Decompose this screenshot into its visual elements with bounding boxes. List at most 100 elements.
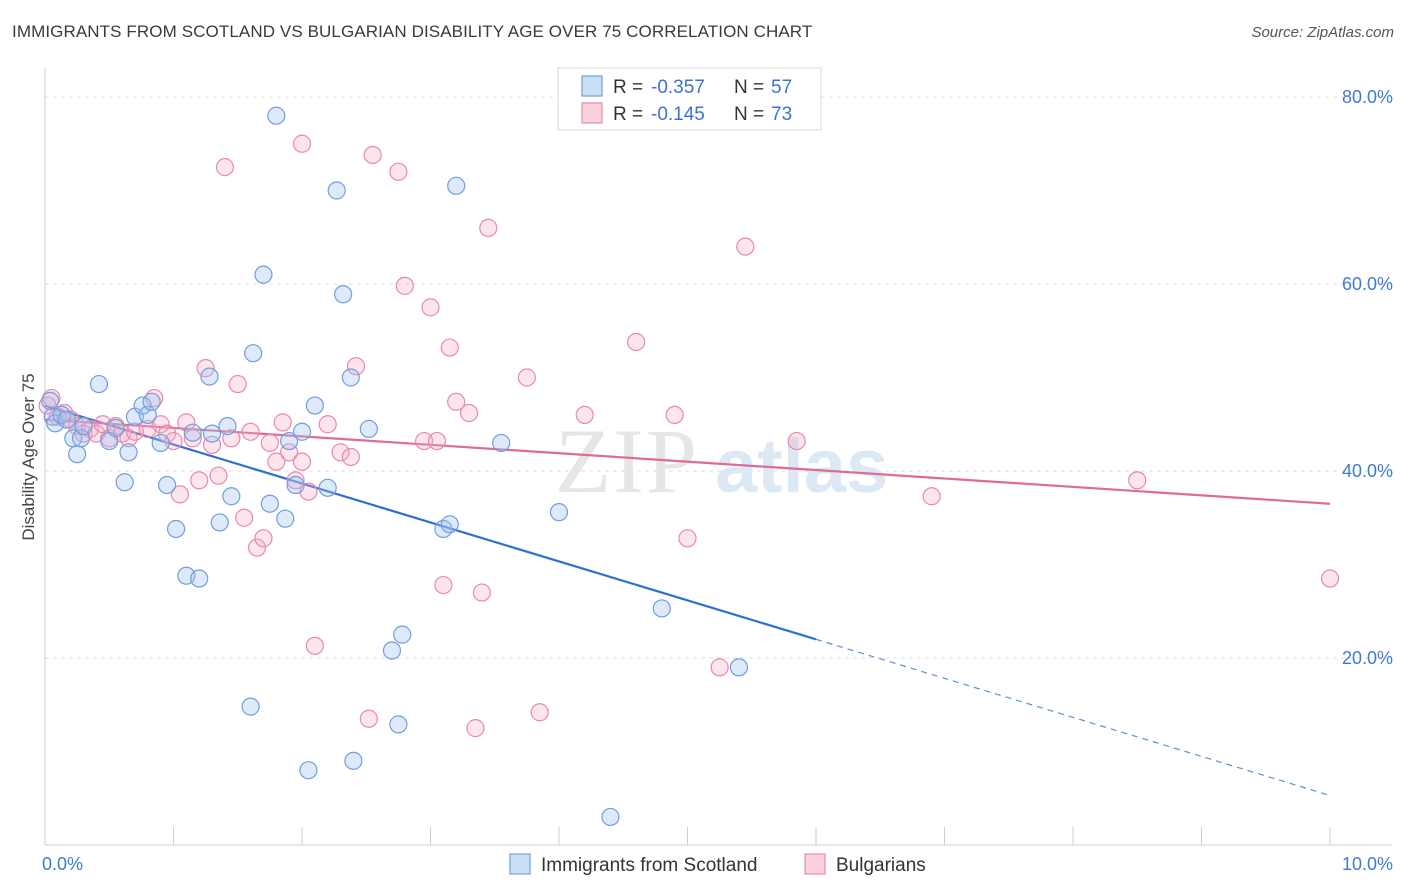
point-bulgarians-62 <box>575 405 594 424</box>
point-bulgarians-47 <box>363 145 382 165</box>
point-bulgarians-71 <box>1320 569 1340 588</box>
point-scotland-48 <box>440 515 459 534</box>
point-bulgarians-67 <box>736 237 755 256</box>
point-bulgarians-58 <box>472 583 491 602</box>
point-scotland-13 <box>133 396 152 415</box>
point-bulgarians-34 <box>267 452 286 471</box>
point-bulgarians-21 <box>183 429 202 448</box>
point-scotland-42 <box>344 751 363 770</box>
point-bulgarians-38 <box>292 452 312 471</box>
point-scotland-16 <box>151 433 170 453</box>
point-bulgarians-70 <box>1128 471 1147 490</box>
point-bulgarians-32 <box>254 529 273 548</box>
data-points <box>38 106 1340 827</box>
point-scotland-30 <box>260 494 279 513</box>
chart-title: IMMIGRANTS FROM SCOTLAND VS BULGARIAN DI… <box>12 22 813 41</box>
point-scotland-49 <box>447 176 466 195</box>
point-scotland-7 <box>89 374 109 394</box>
legend-n-value-scotland: 57 <box>771 77 792 98</box>
point-scotland-45 <box>389 715 408 734</box>
point-bulgarians-57 <box>466 719 485 738</box>
point-bulgarians-69 <box>922 487 941 506</box>
point-bulgarians-43 <box>331 443 350 462</box>
point-scotland-51 <box>549 503 569 522</box>
point-bulgarians-46 <box>359 709 378 728</box>
point-scotland-55 <box>41 391 60 410</box>
legend-r-value-scotland: -0.357 <box>651 77 705 98</box>
bottom-legend-swatch-bulgarians <box>804 853 826 875</box>
point-scotland-18 <box>166 519 186 539</box>
trend-line-scotland-extension <box>815 638 1331 797</box>
point-bulgarians-45 <box>346 357 366 376</box>
point-scotland-43 <box>359 419 378 439</box>
point-scotland-41 <box>341 368 360 387</box>
point-bulgarians-68 <box>787 431 806 451</box>
trend-line-scotland <box>44 404 817 641</box>
point-bulgarians-59 <box>479 218 498 237</box>
legend-r-label-scotland: R = <box>613 77 643 98</box>
point-scotland-5 <box>68 445 87 464</box>
point-bulgarians-49 <box>395 276 414 295</box>
point-scotland-38 <box>318 478 337 497</box>
point-bulgarians-25 <box>209 466 228 485</box>
point-scotland-21 <box>190 569 209 588</box>
point-scotland-37 <box>305 396 324 415</box>
point-scotland-20 <box>183 423 202 442</box>
point-scotland-26 <box>222 487 241 506</box>
point-scotland-3 <box>57 410 76 429</box>
point-scotland-23 <box>202 424 222 443</box>
point-scotland-35 <box>292 422 312 441</box>
y-tick-label-80: 80.0% <box>1342 87 1393 107</box>
point-bulgarians-52 <box>427 431 447 451</box>
point-bulgarians-17 <box>157 424 177 443</box>
legend-swatch-bulgarians <box>581 102 603 124</box>
point-bulgarians-50 <box>414 431 434 451</box>
point-bulgarians-53 <box>434 575 453 595</box>
point-scotland-50 <box>492 433 511 453</box>
point-bulgarians-66 <box>710 658 729 677</box>
point-bulgarians-54 <box>440 338 459 357</box>
point-bulgarians-42 <box>318 415 337 434</box>
point-bulgarians-64 <box>665 405 684 424</box>
point-bulgarians-48 <box>389 162 408 181</box>
point-scotland-28 <box>244 344 263 363</box>
point-scotland-9 <box>106 418 125 438</box>
point-bulgarians-63 <box>626 332 646 352</box>
point-bulgarians-61 <box>530 703 549 722</box>
bottom-legend-label-scotland: Immigrants from Scotland <box>541 855 757 876</box>
point-scotland-36 <box>299 761 318 780</box>
point-bulgarians-19 <box>170 485 190 504</box>
point-scotland-11 <box>119 443 138 462</box>
point-bulgarians-30 <box>241 422 260 441</box>
axes: 20.0% 40.0% 60.0% 80.0% 0.0% 10.0% <box>42 68 1393 874</box>
point-bulgarians-23 <box>196 359 215 378</box>
y-tick-label-40: 40.0% <box>1342 461 1393 481</box>
watermark-atlas: atlas <box>715 424 888 509</box>
legend-n-label-bulgarians: N = <box>734 104 764 125</box>
point-scotland-34 <box>286 475 305 495</box>
point-scotland-32 <box>276 509 295 528</box>
point-bulgarians-20 <box>177 413 196 432</box>
watermark: ZIP atlas <box>555 410 888 512</box>
legend-swatch-scotland <box>581 75 603 97</box>
point-bulgarians-39 <box>292 134 312 153</box>
point-scotland-17 <box>157 475 177 495</box>
point-scotland-29 <box>254 265 273 284</box>
point-bulgarians-16 <box>151 415 170 434</box>
point-bulgarians-22 <box>190 471 209 490</box>
point-bulgarians-41 <box>305 636 324 655</box>
point-bulgarians-65 <box>678 529 697 548</box>
bottom-legend-label-bulgarians: Bulgarians <box>836 855 926 876</box>
point-scotland-31 <box>267 106 286 125</box>
legend-n-label-scotland: N = <box>734 77 764 98</box>
legend-r-label-bulgarians: R = <box>613 104 643 125</box>
point-bulgarians-31 <box>247 538 267 557</box>
point-bulgarians-26 <box>215 158 234 177</box>
point-bulgarians-28 <box>228 374 247 394</box>
point-bulgarians-29 <box>235 508 254 527</box>
point-scotland-44 <box>382 641 402 660</box>
legend-n-value-bulgarians: 73 <box>771 104 792 125</box>
point-bulgarians-35 <box>273 413 292 432</box>
point-scotland-46 <box>393 625 412 644</box>
